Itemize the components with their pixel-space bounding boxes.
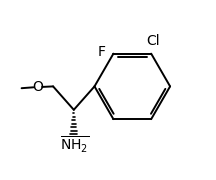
Text: O: O (32, 80, 43, 94)
Text: Cl: Cl (146, 34, 160, 48)
Text: F: F (98, 45, 106, 59)
Text: $\overline{\mathrm{NH_2}}$: $\overline{\mathrm{NH_2}}$ (60, 134, 89, 155)
